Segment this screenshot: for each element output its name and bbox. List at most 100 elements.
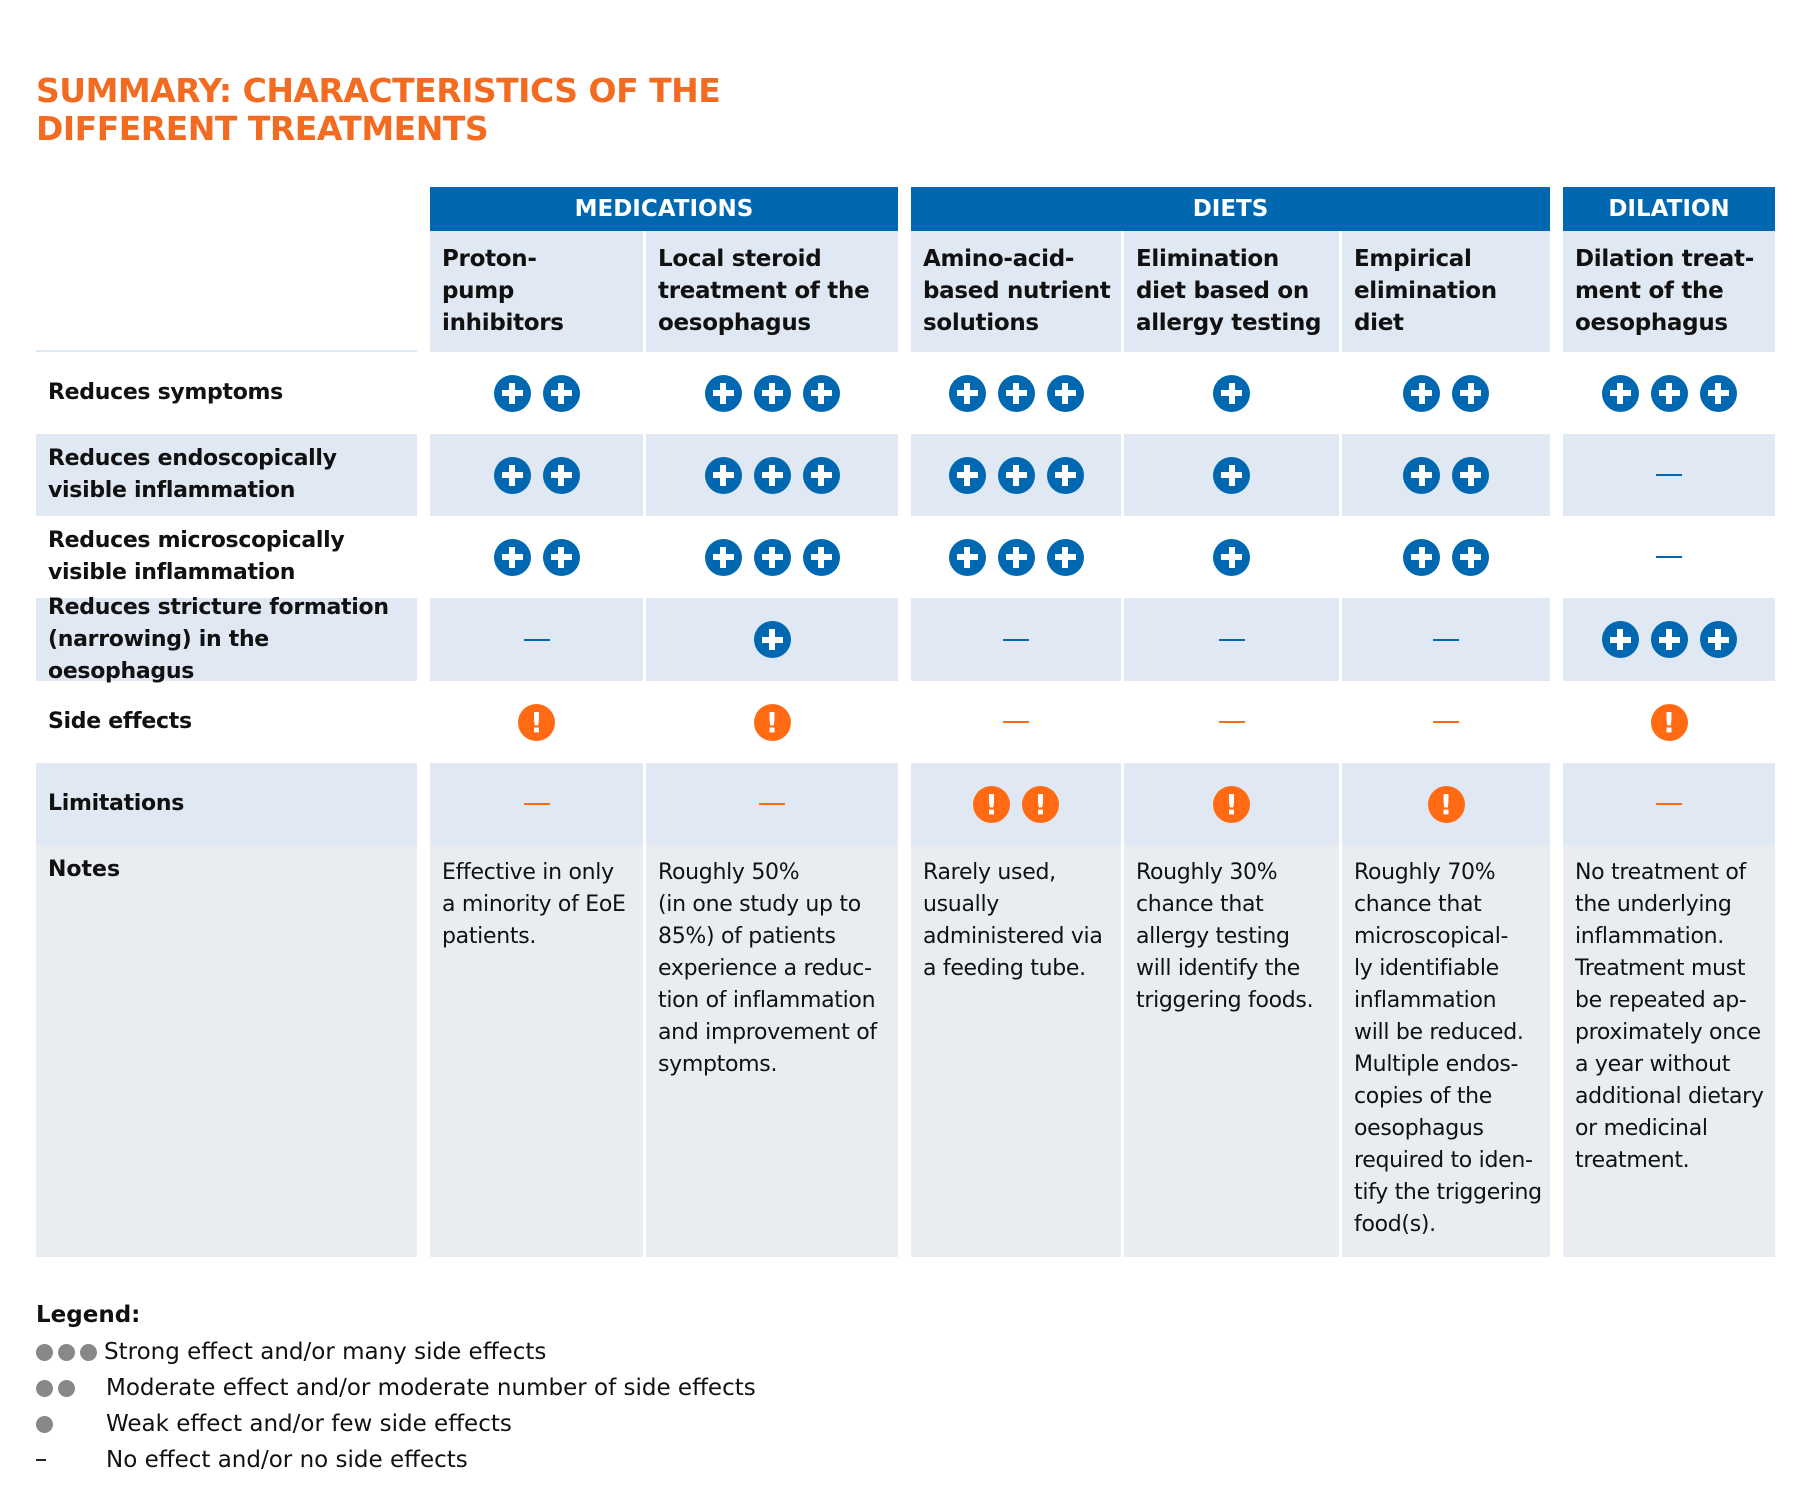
no-effect-dash-icon: [1656, 803, 1682, 805]
exclamation-circle-icon: !: [973, 785, 1010, 823]
plus-circle-icon: [1403, 456, 1440, 494]
note-cell: Effective in only a minority of EoE pati…: [430, 845, 643, 1257]
plus-circle-icon: [753, 621, 791, 658]
rating-cell: [1124, 352, 1339, 434]
dot-icon: [36, 1415, 53, 1433]
treatment-table: MEDICATIONS DIETS DILATION Proton- pump inh…: [36, 187, 1775, 1257]
no-effect-dash-icon: [1656, 556, 1682, 558]
plus-circle-icon: [493, 456, 531, 494]
plus-circle-icon: [542, 538, 580, 576]
plus-circle-icon: [948, 456, 986, 494]
no-effect-dash-icon: [1433, 638, 1459, 641]
dash-icon: [36, 1459, 46, 1461]
legend-label: Moderate effect and/or moderate number o…: [106, 1375, 756, 1401]
rating-cell: [1563, 763, 1775, 845]
rating-cell: !!: [911, 763, 1121, 845]
plus-circle-icon: [542, 456, 580, 494]
rating-cell: [646, 516, 898, 598]
plus-circle-icon: [1046, 374, 1084, 412]
plus-circle-icon: [1699, 374, 1737, 412]
treatment-header: Local steroid treatment of the oesophagu…: [646, 231, 898, 352]
page-title: SUMMARY: CHARACTERISTICS OF THE DIFFEREN…: [36, 71, 721, 148]
exclamation-circle-icon: !: [1427, 785, 1465, 823]
rating-cell: [1563, 516, 1775, 598]
legend-label: No effect and/or no side effects: [106, 1447, 468, 1473]
rating-cell: [911, 352, 1121, 434]
rating-cell: [646, 434, 898, 516]
dot-icon: [58, 1379, 75, 1397]
plus-circle-icon: [1046, 456, 1084, 494]
rating-cell: !: [646, 681, 898, 763]
rating-cell: [646, 763, 898, 845]
dot-icon: [36, 1379, 53, 1397]
legend-symbol: [36, 1415, 106, 1433]
treatment-header: Amino-acid- based nutrient solutions: [911, 231, 1121, 352]
plus-circle-icon: [1046, 538, 1084, 576]
plus-circle-icon: [1650, 374, 1688, 412]
rating-cell: [1124, 516, 1339, 598]
no-effect-dash-icon: [1218, 638, 1245, 641]
legend-label: Strong effect and/or many side effects: [104, 1339, 547, 1365]
plus-circle-icon: [493, 374, 531, 412]
group-header-dilation: DILATION: [1563, 187, 1775, 231]
rating-cell: [1563, 352, 1775, 434]
plus-circle-icon: [1452, 538, 1489, 576]
group-header-medications: MEDICATIONS: [430, 187, 898, 231]
no-effect-dash-icon: [759, 803, 785, 805]
treatment-header: Elimination diet based on allergy testin…: [1124, 231, 1339, 352]
rating-cell: [1124, 434, 1339, 516]
rating-cell: [430, 434, 643, 516]
plus-circle-icon: [948, 374, 986, 412]
dot-icon: [58, 1343, 75, 1361]
legend-item: Moderate effect and/or moderate number o…: [36, 1370, 756, 1406]
plus-circle-icon: [1403, 538, 1440, 576]
rating-cell: !: [1342, 763, 1550, 845]
rating-cell: [1342, 352, 1550, 434]
rating-cell: [911, 434, 1121, 516]
plus-circle-icon: [704, 374, 742, 412]
rating-cell: [430, 352, 643, 434]
rating-cell: [430, 598, 643, 681]
no-effect-dash-icon: [1218, 721, 1245, 723]
rating-cell: [1342, 681, 1550, 763]
no-effect-dash-icon: [1656, 474, 1682, 476]
plus-circle-icon: [802, 456, 840, 494]
plus-circle-icon: [1403, 374, 1440, 412]
plus-circle-icon: [997, 456, 1035, 494]
rating-cell: [1563, 434, 1775, 516]
rating-cell: [646, 352, 898, 434]
plus-circle-icon: [704, 456, 742, 494]
plus-circle-icon: [542, 374, 580, 412]
note-cell: No treatment of the underlying inflammat…: [1563, 845, 1775, 1257]
exclamation-circle-icon: !: [1022, 785, 1059, 823]
row-label: Reduces microscopically visible inflamma…: [48, 528, 345, 585]
plus-circle-icon: [1452, 456, 1489, 494]
legend-item: Weak effect and/or few side effects: [36, 1406, 756, 1442]
rating-cell: [646, 598, 898, 681]
plus-circle-icon: [753, 374, 791, 412]
note-cell: Rarely used, usually administered via a …: [911, 845, 1121, 1257]
plus-circle-icon: [1452, 374, 1489, 412]
dot-icon: [80, 1343, 97, 1361]
dot-icon: [36, 1343, 53, 1361]
plus-circle-icon: [704, 538, 742, 576]
plus-circle-icon: [802, 538, 840, 576]
no-effect-dash-icon: [1003, 638, 1029, 641]
rating-cell: [911, 681, 1121, 763]
plus-circle-icon: [802, 374, 840, 412]
no-effect-dash-icon: [523, 638, 550, 641]
rating-cell: !: [1124, 763, 1339, 845]
exclamation-circle-icon: !: [518, 703, 555, 741]
legend-symbol: [36, 1459, 106, 1461]
legend-symbol: [36, 1343, 104, 1361]
exclamation-circle-icon: !: [1650, 703, 1688, 741]
row-label: Reduces stricture formation (narrowing) …: [36, 595, 417, 684]
notes-label: Notes: [36, 845, 417, 1257]
legend-heading: Legend:: [36, 1302, 141, 1328]
exclamation-circle-icon: !: [1213, 785, 1250, 823]
note-cell: Roughly 50% (in one study up to 85%) of …: [646, 845, 898, 1257]
group-header-diets: DIETS: [911, 187, 1550, 231]
row-label: Reduces symptoms: [48, 380, 283, 405]
rating-cell: [1342, 434, 1550, 516]
row-label: Side effects: [48, 709, 192, 734]
